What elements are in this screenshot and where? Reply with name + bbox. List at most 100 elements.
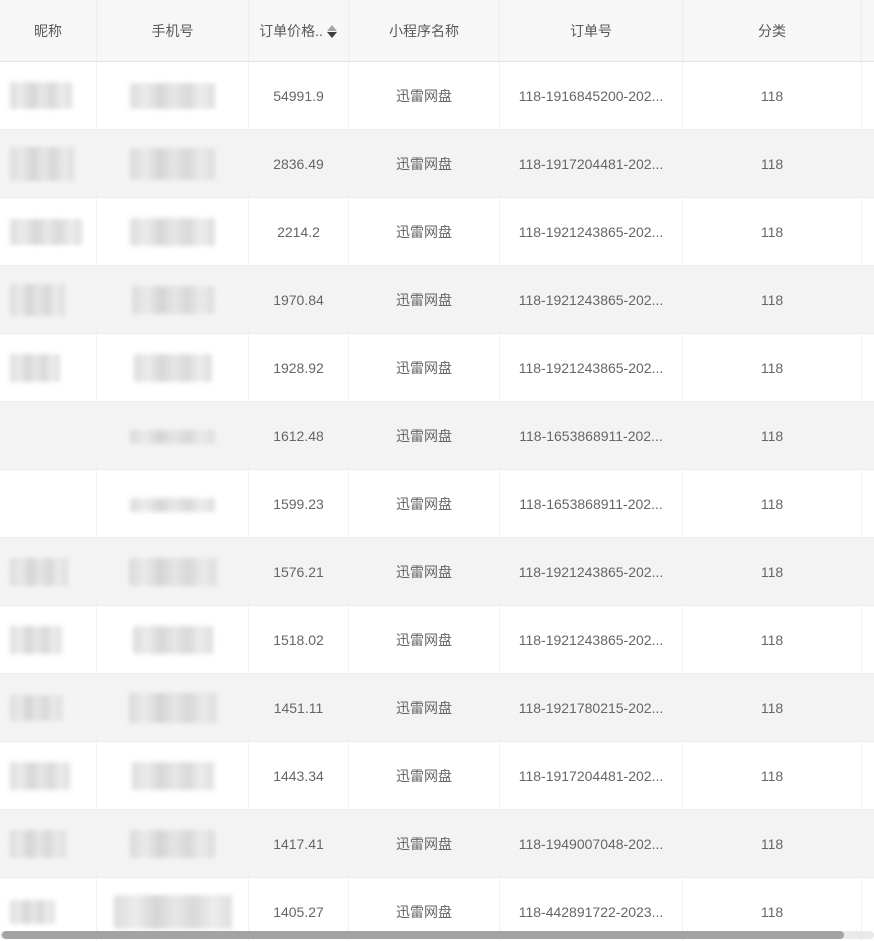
overflow-sliver-cell	[862, 266, 874, 334]
overflow-sliver-cell	[862, 878, 874, 941]
order-no-cell: 118-1917204481-202...	[500, 742, 683, 810]
table-row: 1443.34 迅雷网盘 118-1917204481-202... 118	[0, 742, 874, 810]
order-no-cell: 118-1917204481-202...	[500, 130, 683, 198]
column-header-phone: 手机号	[97, 0, 249, 62]
horizontal-scrollbar-thumb[interactable]	[2, 931, 844, 939]
redacted-nickname	[10, 82, 72, 109]
table-row: 1612.48 迅雷网盘 118-1653868911-202... 118	[0, 402, 874, 470]
table-row: 2214.2 迅雷网盘 118-1921243865-202... 118	[0, 198, 874, 266]
nickname-cell	[0, 674, 97, 742]
column-header-label: 订单价格..	[259, 22, 323, 39]
redacted-phone	[130, 497, 215, 512]
column-header-label: 手机号	[151, 22, 194, 39]
nickname-cell	[0, 742, 97, 810]
overflow-sliver-cell	[862, 742, 874, 810]
phone-cell	[97, 402, 249, 470]
table-row: 1518.02 迅雷网盘 118-1921243865-202... 118	[0, 606, 874, 674]
redacted-nickname	[10, 694, 62, 721]
category-cell: 118	[683, 402, 862, 470]
column-header-category: 分类	[683, 0, 862, 62]
miniprogram-cell: 迅雷网盘	[349, 470, 500, 538]
nickname-cell	[0, 606, 97, 674]
header-row: 昵称 手机号 订单价格.. 小程序名称 订单号 分类	[0, 0, 874, 62]
overflow-sliver-cell	[862, 130, 874, 198]
table-row: 1451.11 迅雷网盘 118-1921780215-202... 118	[0, 674, 874, 742]
order-no-cell: 118-1653868911-202...	[500, 470, 683, 538]
order-no-cell: 118-1949007048-202...	[500, 810, 683, 878]
redacted-phone	[132, 625, 213, 654]
redacted-phone	[128, 692, 217, 723]
redacted-phone	[133, 353, 212, 382]
redacted-nickname	[10, 829, 66, 858]
phone-cell	[97, 266, 249, 334]
nickname-cell	[0, 62, 97, 130]
redacted-nickname	[10, 899, 55, 924]
column-header-nickname: 昵称	[0, 0, 97, 62]
table-row: 1405.27 迅雷网盘 118-442891722-2023... 118	[0, 878, 874, 941]
order-price-cell: 1443.34	[249, 742, 349, 810]
table-row: 1599.23 迅雷网盘 118-1653868911-202... 118	[0, 470, 874, 538]
redacted-phone	[130, 829, 215, 858]
order-price-cell: 1599.23	[249, 470, 349, 538]
nickname-cell	[0, 130, 97, 198]
sort-icon[interactable]	[327, 24, 338, 39]
order-no-cell: 118-1653868911-202...	[500, 402, 683, 470]
overflow-sliver-cell	[862, 606, 874, 674]
column-header-label: 订单号	[570, 22, 612, 39]
category-cell: 118	[683, 334, 862, 402]
order-price-cell: 1970.84	[249, 266, 349, 334]
phone-cell	[97, 334, 249, 402]
order-no-cell: 118-1921780215-202...	[500, 674, 683, 742]
order-price-cell: 54991.9	[249, 62, 349, 130]
redacted-nickname	[10, 557, 68, 586]
order-no-cell: 118-1921243865-202...	[500, 606, 683, 674]
nickname-cell	[0, 334, 97, 402]
order-price-cell: 1518.02	[249, 606, 349, 674]
phone-cell	[97, 742, 249, 810]
nickname-cell	[0, 470, 97, 538]
order-price-cell: 1928.92	[249, 334, 349, 402]
phone-cell	[97, 606, 249, 674]
phone-cell	[97, 198, 249, 266]
table-row: 1576.21 迅雷网盘 118-1921243865-202... 118	[0, 538, 874, 606]
category-cell: 118	[683, 62, 862, 130]
redacted-phone	[131, 285, 214, 314]
column-header-label: 昵称	[34, 22, 62, 39]
order-price-cell: 2836.49	[249, 130, 349, 198]
redacted-nickname	[10, 283, 65, 316]
redacted-phone	[131, 761, 214, 790]
miniprogram-cell: 迅雷网盘	[349, 334, 500, 402]
order-price-cell: 1576.21	[249, 538, 349, 606]
redacted-nickname	[10, 625, 62, 654]
horizontal-scrollbar-track[interactable]	[0, 931, 874, 939]
category-cell: 118	[683, 606, 862, 674]
miniprogram-cell: 迅雷网盘	[349, 538, 500, 606]
overflow-sliver-cell	[862, 402, 874, 470]
redacted-phone	[130, 147, 215, 180]
category-cell: 118	[683, 810, 862, 878]
phone-cell	[97, 878, 249, 941]
column-header-order-price[interactable]: 订单价格..	[249, 0, 349, 62]
caret-down-icon	[327, 32, 338, 39]
column-header-overflow-sliver	[862, 0, 874, 62]
order-no-cell: 118-1921243865-202...	[500, 538, 683, 606]
phone-cell	[97, 470, 249, 538]
table-row: 1417.41 迅雷网盘 118-1949007048-202... 118	[0, 810, 874, 878]
overflow-sliver-cell	[862, 810, 874, 878]
miniprogram-cell: 迅雷网盘	[349, 606, 500, 674]
phone-cell	[97, 810, 249, 878]
column-header-order-no: 订单号	[500, 0, 683, 62]
phone-cell	[97, 62, 249, 130]
order-no-cell: 118-1921243865-202...	[500, 266, 683, 334]
miniprogram-cell: 迅雷网盘	[349, 130, 500, 198]
redacted-phone	[128, 557, 217, 586]
table-row: 1928.92 迅雷网盘 118-1921243865-202... 118	[0, 334, 874, 402]
miniprogram-cell: 迅雷网盘	[349, 266, 500, 334]
phone-cell	[97, 130, 249, 198]
nickname-cell	[0, 198, 97, 266]
redacted-nickname	[10, 761, 70, 790]
miniprogram-cell: 迅雷网盘	[349, 62, 500, 130]
column-header-miniprogram: 小程序名称	[349, 0, 500, 62]
